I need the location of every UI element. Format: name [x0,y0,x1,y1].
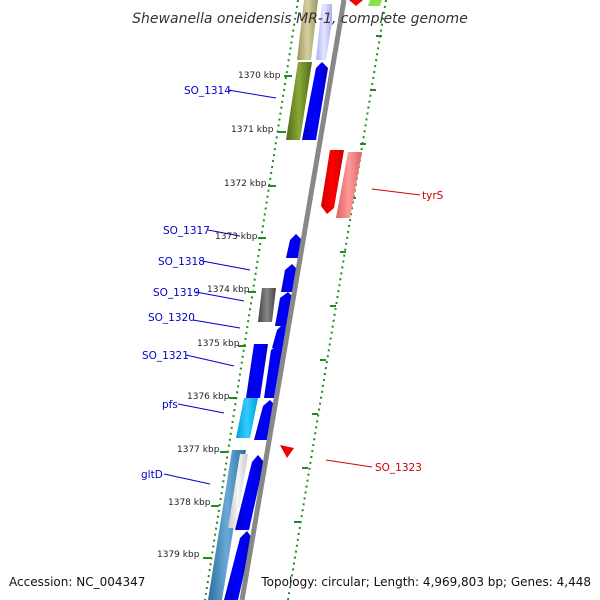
kbp-label: 1375 kbp [197,339,240,349]
gene-label-so1321[interactable]: SO_1321 [142,350,189,362]
gene-labels: SO_1314 SO_1317 SO_1318 SO_1319 SO_1320 … [141,85,444,481]
gene-block-red-top [349,0,363,6]
genome-title: Shewanella oneidensis MR-1, complete gen… [132,11,468,27]
gene-block-lime-top [368,0,382,6]
gene-block-blue-so1321a [246,344,268,398]
kbp-label: 1377 kbp [177,445,220,455]
kbp-label: 1372 kbp [224,179,267,189]
gene-label-pfs[interactable]: pfs [162,399,178,411]
kbp-tick-marks [203,75,292,559]
gene-block-blue-so1321b [264,344,286,398]
kbp-label: 1378 kbp [168,498,211,508]
gene-label-so1314[interactable]: SO_1314 [184,85,231,97]
gene-label-so1319[interactable]: SO_1319 [153,287,200,299]
gene-block-pink-tyrs [336,152,362,218]
genome-summary: Topology: circular; Length: 4,969,803 bp… [260,575,591,589]
kbp-label: 1370 kbp [238,71,281,81]
genome-backbone [239,0,347,600]
gene-label-so1323[interactable]: SO_1323 [375,462,422,474]
kbp-label: 1371 kbp [231,125,274,135]
gene-block-blue-bottom [224,531,252,600]
gene-block-olive [286,62,312,140]
kbp-label: 1373 kbp [215,232,258,242]
inner-tick-marks [294,35,382,523]
gene-block-white-gltd [228,454,248,528]
gene-label-gltd[interactable]: gltD [141,469,163,481]
kbp-label: 1376 kbp [187,392,230,402]
gene-block-khaki [297,0,318,60]
gene-block-blue-so1314 [302,62,328,140]
gene-block-lavender [316,4,332,60]
kbp-label: 1379 kbp [157,550,200,560]
gene-block-blue-so1317 [286,234,302,258]
gene-block-blue-gltd [235,455,264,530]
kbp-label: 1374 kbp [207,285,250,295]
gene-block-blue-pfs [254,400,276,440]
reverse-strand-genes [280,0,382,458]
forward-strand-genes [208,0,332,600]
kbp-tick-labels: 1370 kbp 1371 kbp 1372 kbp 1373 kbp 1374… [157,71,281,560]
gene-label-tyrs[interactable]: tyrS [422,190,444,202]
label-leader-lines [163,89,421,485]
gene-block-red-tyrs [321,150,344,214]
gene-label-so1318[interactable]: SO_1318 [158,256,205,268]
outer-tick-ring [204,0,299,600]
gene-block-red-so1323 [280,445,294,458]
gene-block-gray-so1319 [258,288,276,322]
gene-block-cyan-pfs [236,398,258,438]
gene-label-so1320[interactable]: SO_1320 [148,312,195,324]
accession-label: Accession: NC_004347 [9,575,145,589]
gene-label-so1317[interactable]: SO_1317 [163,225,210,237]
